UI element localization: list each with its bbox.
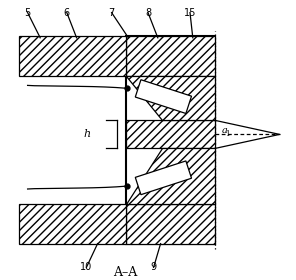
Polygon shape — [126, 76, 215, 120]
Polygon shape — [126, 148, 215, 204]
Polygon shape — [135, 161, 192, 195]
Text: 1: 1 — [226, 130, 230, 138]
Bar — [126, 120, 215, 148]
Text: 9: 9 — [151, 262, 157, 272]
Polygon shape — [135, 80, 192, 113]
Bar — [19, 204, 126, 244]
Text: 8: 8 — [145, 8, 151, 18]
Text: A–A: A–A — [113, 266, 138, 279]
Bar — [126, 36, 215, 244]
Text: 15: 15 — [184, 8, 196, 18]
Text: h: h — [83, 129, 91, 139]
Text: a: a — [221, 126, 227, 135]
Text: 10: 10 — [80, 262, 93, 272]
Text: 7: 7 — [108, 8, 115, 18]
Text: 5: 5 — [25, 8, 31, 18]
Bar — [19, 36, 126, 76]
Bar — [126, 204, 215, 244]
Bar — [126, 36, 215, 76]
Text: 6: 6 — [64, 8, 70, 18]
